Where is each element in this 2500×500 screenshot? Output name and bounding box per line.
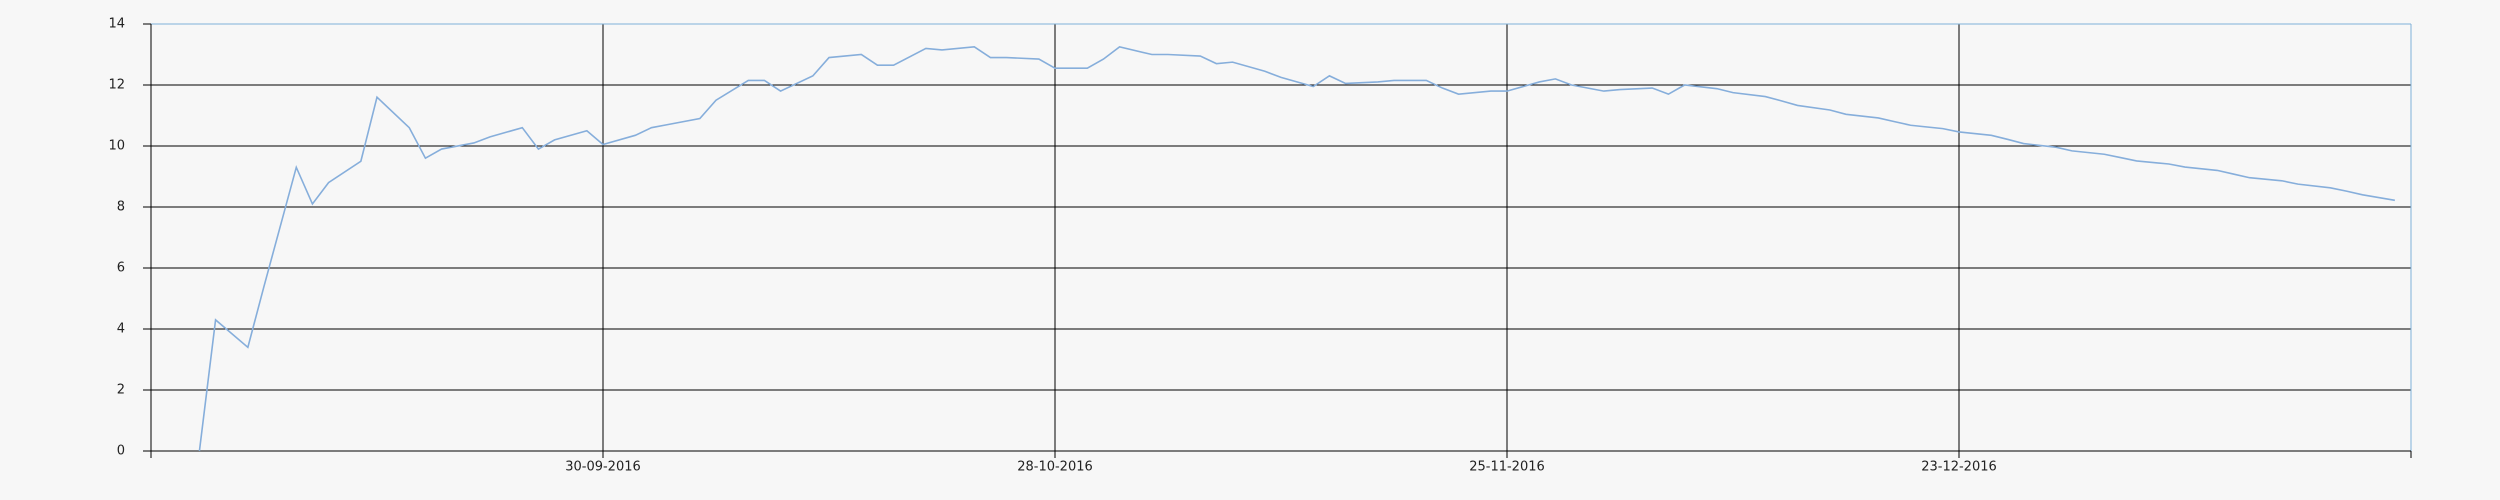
y-tick-label: 8 — [117, 200, 125, 215]
y-tick-label: 12 — [108, 78, 125, 93]
y-tick-label: 14 — [108, 17, 125, 32]
y-tick-label: 4 — [117, 322, 125, 337]
data-line — [198, 46, 2395, 452]
x-tick-label: 30-09-2016 — [565, 460, 641, 475]
x-tick-label: 25-11-2016 — [1469, 460, 1545, 475]
x-tick-label: 28-10-2016 — [1017, 460, 1093, 475]
y-tick-label: 2 — [117, 383, 125, 398]
y-tick-label: 6 — [117, 261, 125, 276]
x-tick-label: 23-12-2016 — [1921, 460, 1997, 475]
y-tick-label: 0 — [117, 444, 125, 459]
y-tick-label: 10 — [108, 139, 125, 154]
